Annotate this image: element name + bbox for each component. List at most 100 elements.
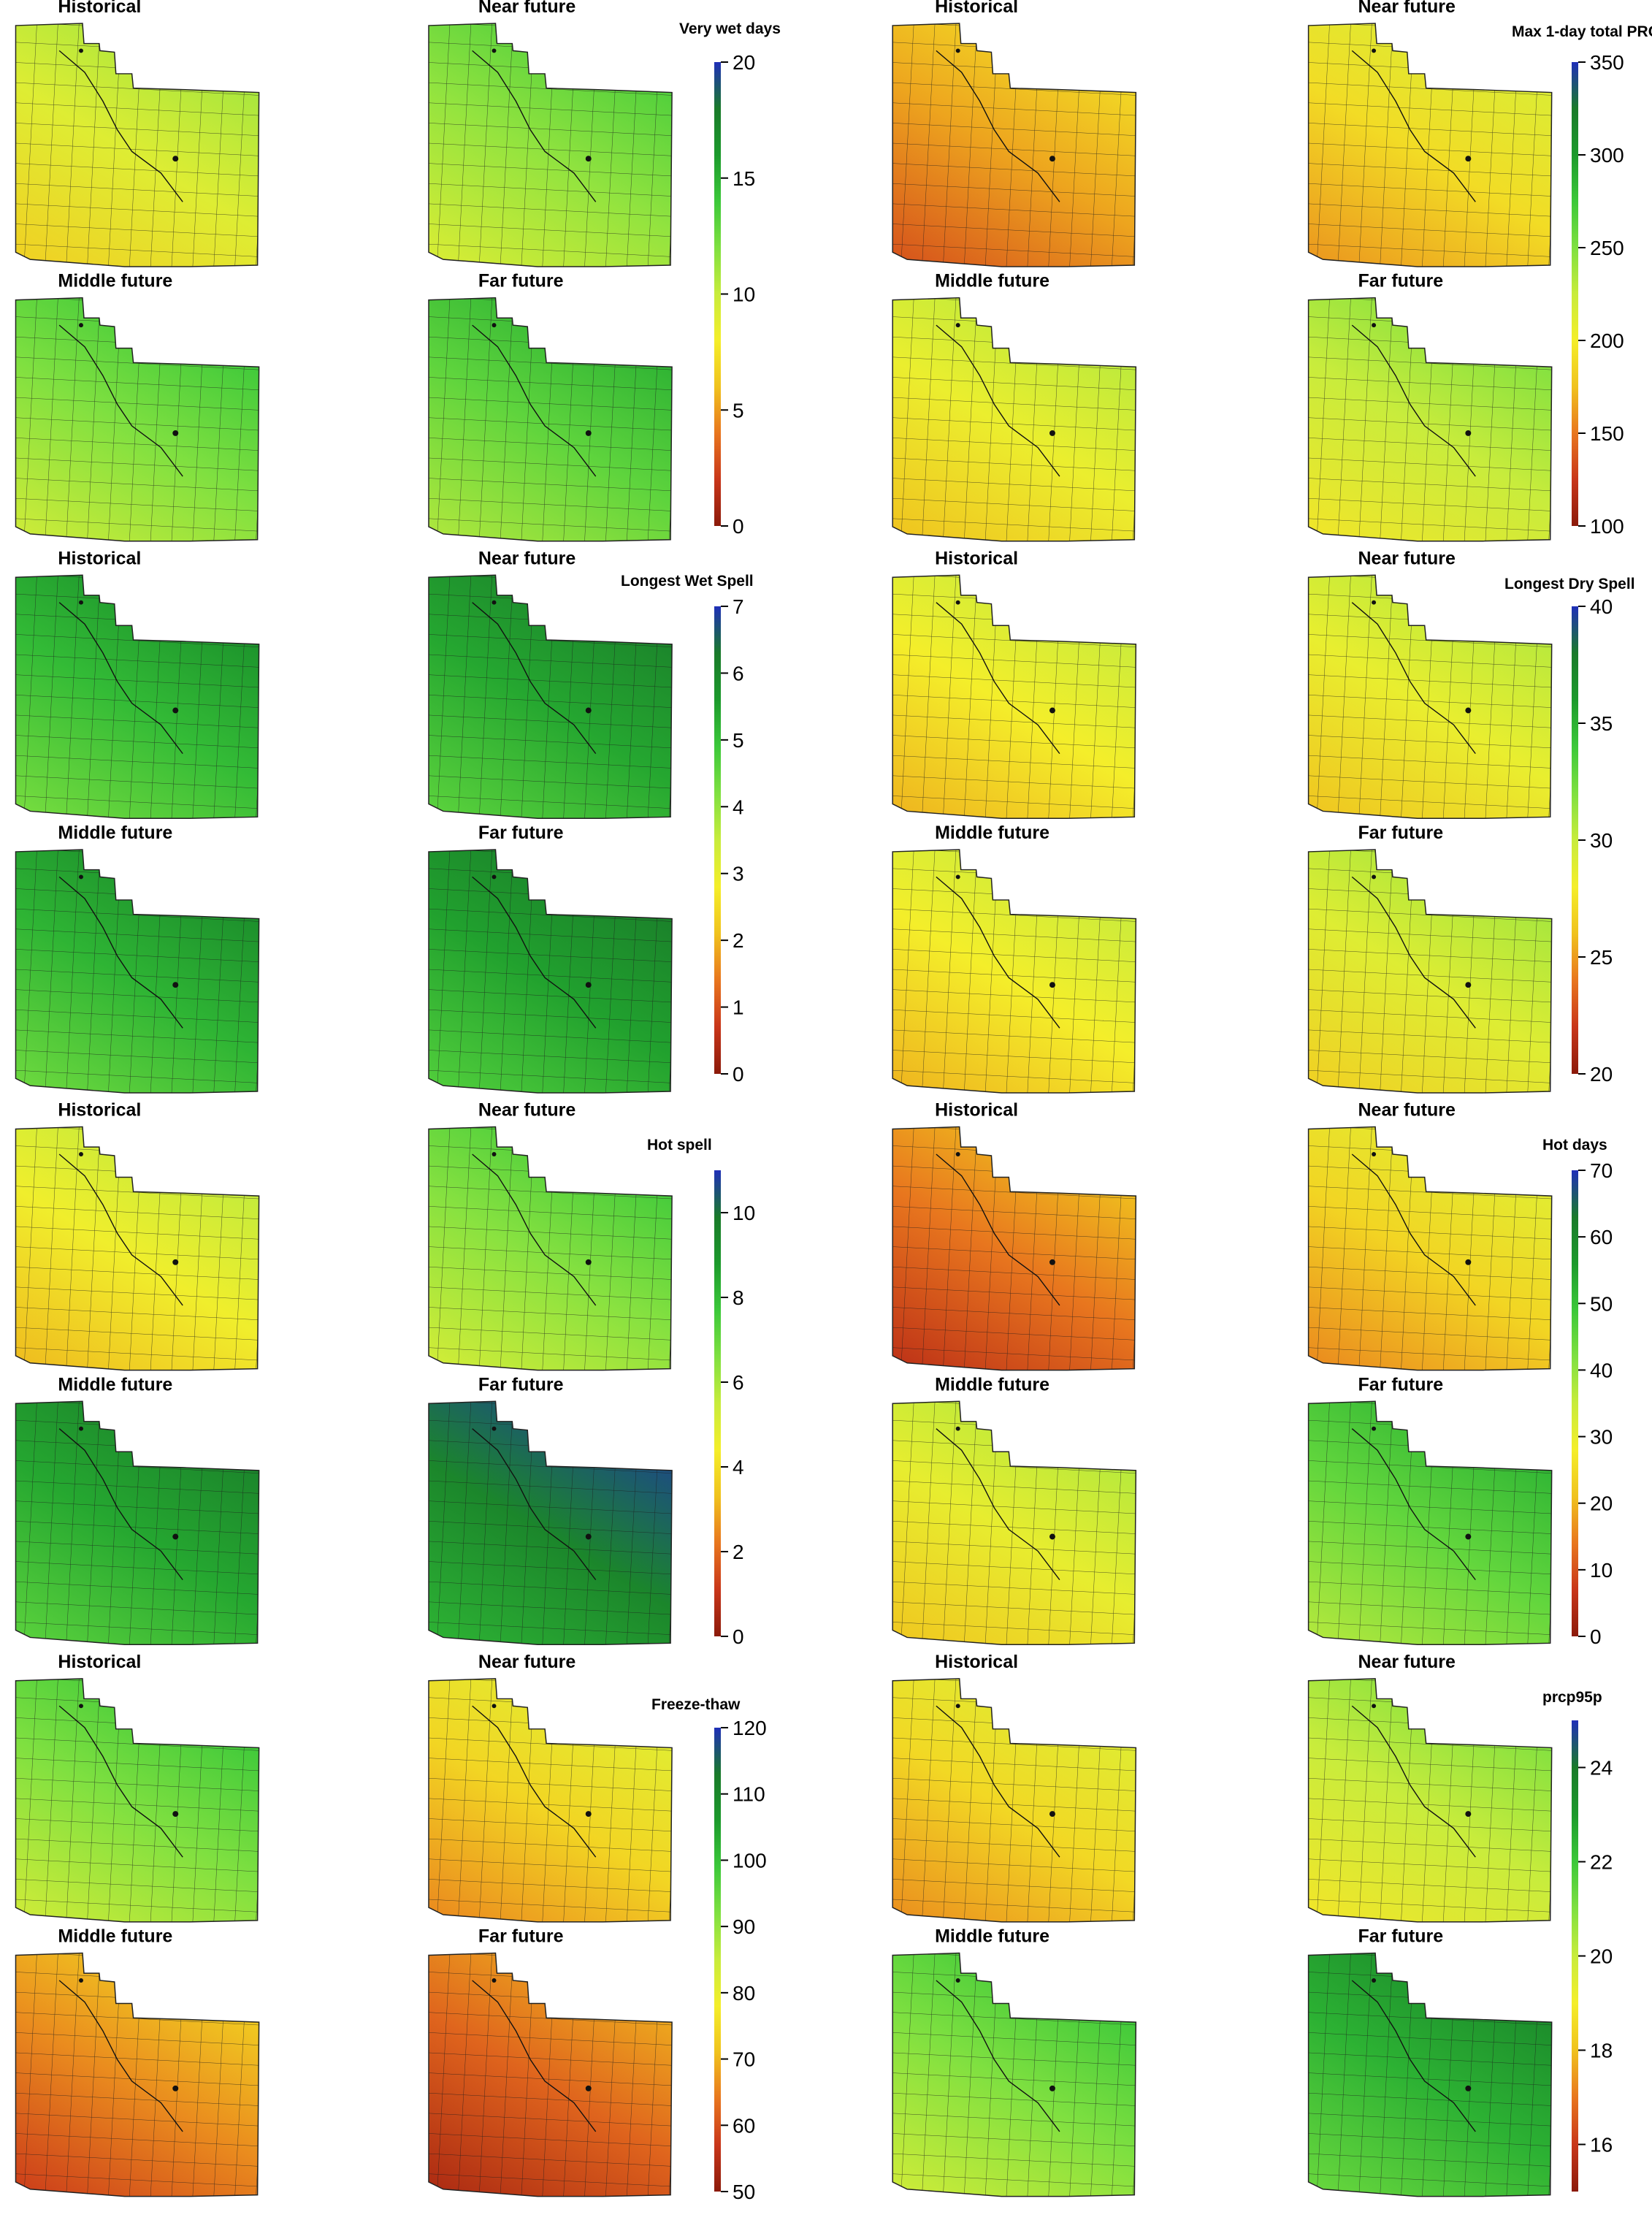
colorbar-tick-label: 6 — [733, 1371, 744, 1394]
panel-title: Near future — [478, 1100, 575, 1121]
river-line — [1351, 602, 1476, 755]
river-line — [58, 1980, 183, 2132]
state-map — [15, 1678, 260, 1923]
colorbar: Longest Wet Spell 0 1 2 3 4 5 6 7 — [621, 573, 754, 1086]
map-panel: Near future — [428, 1100, 673, 1371]
state-map — [892, 1126, 1137, 1371]
panel-title: Middle future — [935, 823, 1049, 843]
state-map — [892, 23, 1137, 267]
panel-title: Middle future — [935, 1374, 1049, 1395]
city-marker — [1465, 707, 1472, 714]
city-marker — [79, 874, 83, 880]
county-boundaries — [15, 23, 259, 267]
colorbar-tick-label: 25 — [1590, 946, 1613, 969]
colorbar-tick-label: 100 — [1590, 515, 1624, 538]
state-map — [15, 1126, 260, 1371]
state-map — [1307, 1400, 1553, 1646]
state-map — [15, 849, 260, 1094]
city-marker — [955, 874, 960, 880]
group-hot-days: Historical Near future Middle future Far fu… — [892, 1100, 1553, 1646]
river-line — [936, 1153, 1060, 1306]
colorbar-tick-label: 4 — [733, 796, 744, 818]
colorbar: Hot spell 0 2 4 6 8 10 — [647, 1137, 755, 1648]
colorbar-tick-label: 40 — [1590, 595, 1613, 618]
river-line — [936, 324, 1060, 477]
river-line — [472, 876, 597, 1029]
panel-title: Historical — [58, 1652, 141, 1672]
colorbar-tick-label: 15 — [733, 167, 755, 190]
city-marker — [492, 600, 497, 605]
city-marker — [1372, 1704, 1377, 1709]
city-marker — [955, 48, 960, 53]
state-map — [428, 1678, 673, 1923]
colorbar-tick-label: 350 — [1590, 51, 1624, 74]
state-map — [892, 1952, 1137, 2197]
city-marker — [1049, 1533, 1055, 1540]
colorbar-title: Hot spell — [647, 1137, 712, 1153]
colorbar-title: Hot days — [1542, 1137, 1607, 1153]
map-panel: Middle future — [892, 1926, 1137, 2197]
county-boundaries — [428, 575, 673, 819]
colorbar-tick-label: 20 — [1590, 1945, 1613, 1968]
river-line — [936, 50, 1060, 202]
group-max-1-day-total-prc: Historical Near future Middle future Far fu… — [892, 0, 1553, 542]
river-line — [472, 1428, 597, 1581]
city-marker — [172, 982, 179, 988]
colorbar: Freeze-thaw 50 60 70 80 90 100 110 120 — [651, 1696, 767, 2203]
city-marker — [1049, 156, 1055, 162]
panel-title: Middle future — [58, 1374, 172, 1395]
city-marker — [955, 1978, 960, 1983]
river-line — [58, 50, 183, 202]
city-marker — [172, 707, 179, 714]
colorbar-tick-label: 150 — [1590, 422, 1624, 445]
river-line — [58, 1705, 183, 1858]
map-panel: Far future — [1307, 1374, 1553, 1646]
city-marker — [955, 323, 960, 328]
map-panel: Middle future — [892, 271, 1137, 542]
colorbar-tick-label: 20 — [1590, 1063, 1613, 1086]
state-map — [15, 1400, 260, 1646]
colorbar-title: prcp95p — [1542, 1689, 1602, 1706]
city-marker — [492, 1152, 497, 1156]
state-map — [892, 297, 1137, 542]
colorbar-ramp — [714, 62, 721, 526]
county-boundaries — [1308, 1126, 1552, 1370]
city-marker — [585, 1533, 592, 1540]
city-marker — [1465, 430, 1472, 436]
colorbar-tick-label: 50 — [1590, 1292, 1613, 1315]
river-line — [58, 324, 183, 477]
state-map — [15, 23, 260, 267]
county-boundaries — [1308, 575, 1552, 819]
group-longest-dry-spell: Historical Near future Middle future Far fu… — [892, 548, 1553, 1094]
panel-title: Middle future — [58, 823, 172, 843]
county-boundaries — [15, 1126, 259, 1370]
city-marker — [585, 1259, 592, 1265]
colorbar-tick-label: 1 — [733, 996, 744, 1019]
map-panel: Historical — [15, 548, 260, 820]
colorbar-tick-label: 10 — [733, 283, 755, 306]
city-marker — [492, 1978, 497, 1983]
map-panel: Historical — [892, 548, 1137, 820]
colorbar-tick-label: 80 — [733, 1982, 755, 2005]
county-boundaries — [1308, 297, 1552, 541]
city-marker — [585, 2085, 592, 2091]
colorbar-tick-label: 70 — [733, 2048, 755, 2071]
colorbar-ramp — [1572, 1170, 1578, 1636]
panel-title: Historical — [935, 1100, 1018, 1121]
panel-title: Near future — [1358, 0, 1455, 17]
state-map — [1307, 1678, 1553, 1923]
county-boundaries — [428, 1401, 673, 1645]
colorbar: Hot days 0 10 20 30 40 50 60 70 — [1542, 1137, 1613, 1648]
state-map — [15, 297, 260, 542]
map-panel: Middle future — [15, 271, 260, 542]
city-marker — [172, 1811, 179, 1818]
colorbar-tick-label: 7 — [733, 595, 744, 618]
panel-title: Far future — [478, 271, 564, 291]
panel-title: Near future — [478, 0, 575, 17]
state-map — [428, 23, 673, 267]
county-boundaries — [892, 1678, 1136, 1922]
county-boundaries — [1308, 1678, 1552, 1922]
panel-title: Near future — [1358, 1100, 1455, 1121]
state-map — [1307, 23, 1553, 267]
